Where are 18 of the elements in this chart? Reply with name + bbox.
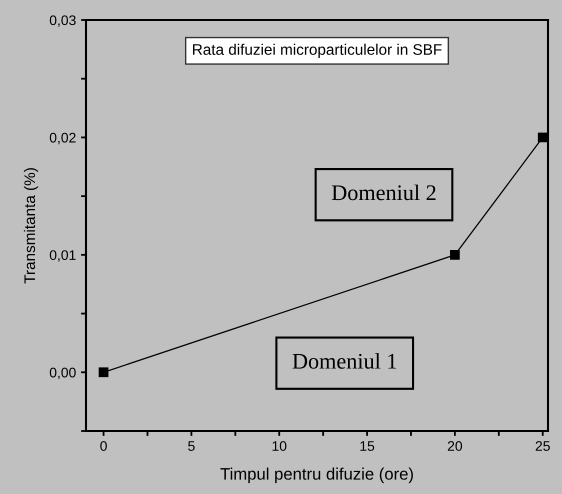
x-axis-title: Timpul pentru difuzie (ore) (220, 468, 413, 484)
point (450, 250, 460, 260)
y-tick-label: 0,01 (50, 250, 76, 262)
y-tick-label: 0,00 (50, 368, 76, 380)
x-tick-label: 10 (272, 441, 286, 451)
text: Rata difuziei microparticulelor in SBF (193, 44, 442, 58)
point (538, 132, 548, 142)
y-axis-title: Transmitanta (%) (24, 168, 38, 284)
point (98, 367, 108, 378)
x-tick-label: 0 (100, 441, 107, 451)
y-tick-label: 0,02 (50, 132, 76, 144)
x-tick-label: 25 (536, 441, 550, 451)
x-tick-label: 15 (360, 441, 374, 451)
annotation: Domeniul 1 (292, 353, 396, 369)
x-tick-label: 20 (448, 441, 462, 451)
y-tick-label: 0,03 (50, 15, 76, 27)
annotation: Domeniul 2 (332, 184, 436, 200)
x-tick-label: 5 (188, 441, 195, 451)
